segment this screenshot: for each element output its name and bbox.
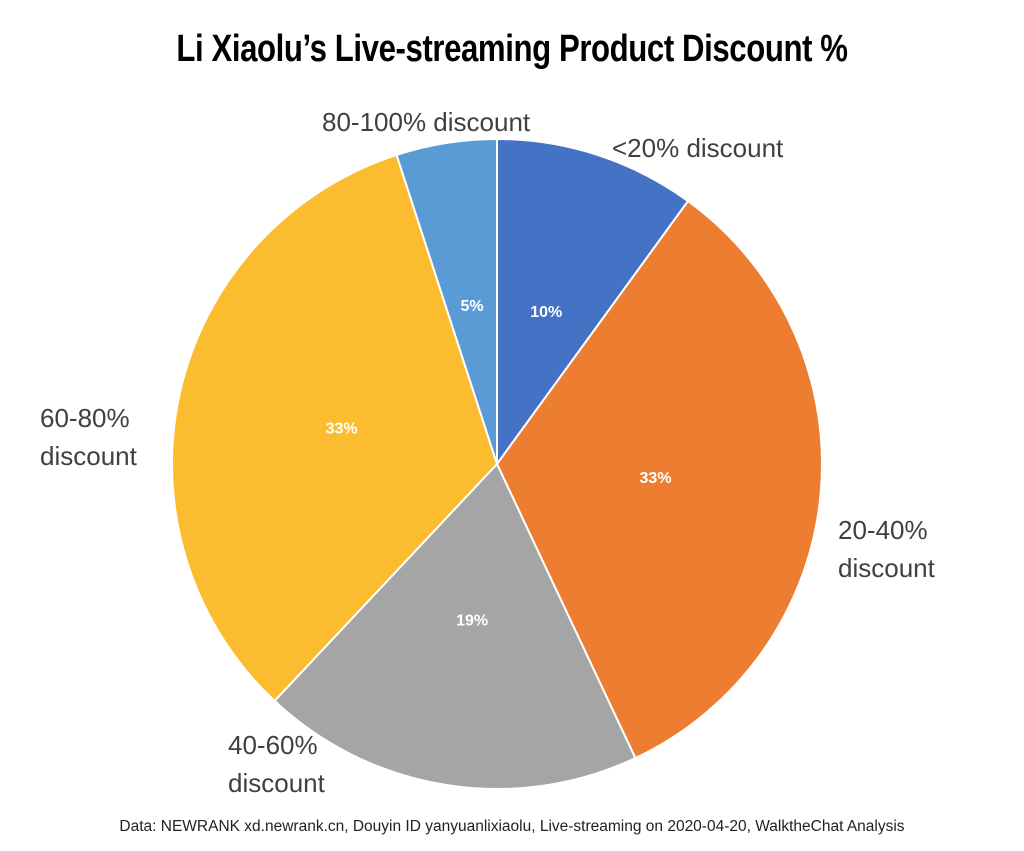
pie-slice	[495, 199, 823, 760]
pie-slice	[496, 137, 690, 468]
category-label: 40-60% discount	[228, 730, 325, 798]
category-label: 80-100% discount	[322, 107, 531, 137]
data-label: 19%	[456, 613, 488, 630]
data-label: 33%	[326, 420, 358, 437]
data-label: 33%	[640, 470, 672, 487]
category-label: 20-40% discount	[838, 515, 935, 583]
pie-slice	[171, 153, 499, 703]
data-label: 10%	[530, 304, 562, 321]
chart-title: Li Xiaolu’s Live-streaming Product Disco…	[176, 28, 848, 70]
pie-slice	[273, 462, 637, 790]
category-label: 60-80% discount	[40, 403, 137, 471]
pie-slice	[395, 137, 498, 465]
category-label: <20% discount	[612, 133, 784, 163]
data-label: 5%	[461, 298, 484, 315]
source-note: Data: NEWRANK xd.newrank.cn, Douyin ID y…	[119, 818, 905, 835]
